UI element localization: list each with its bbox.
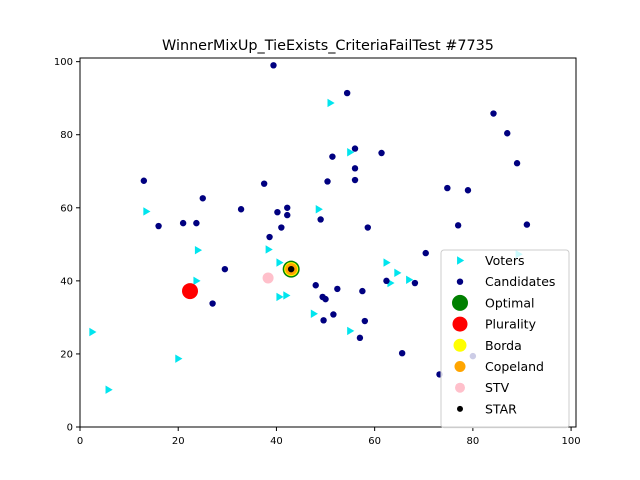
x-tick-label: 0 [77, 436, 83, 447]
candidates-point [490, 110, 497, 117]
candidates-point [513, 160, 521, 167]
candidates-point [330, 311, 337, 318]
candidates-point [199, 195, 206, 202]
candidates-point [361, 317, 369, 325]
voters-point [327, 98, 335, 108]
candidates-point [237, 206, 245, 213]
voters-point [265, 245, 273, 254]
plot-marks [89, 62, 531, 394]
x-tick-label: 60 [368, 436, 381, 447]
legend-label-copeland: Copeland [485, 359, 544, 374]
legend-box [440, 249, 570, 429]
voters-point [383, 258, 391, 267]
chart-title: WinnerMixUp_TieExists_CriteriaFailTest #… [162, 38, 494, 54]
candidates-point [284, 211, 291, 219]
candidates-point [378, 149, 385, 157]
legend-label-borda: Borda [485, 338, 522, 353]
voters-point [276, 292, 284, 302]
candidates-point [351, 165, 359, 172]
legend-marker-stv [455, 382, 465, 393]
voters-point [394, 268, 402, 278]
candidates-point [454, 222, 462, 229]
candidates-point [312, 282, 319, 289]
legend-label-voters: Voters [485, 253, 524, 268]
candidates-point [266, 233, 273, 241]
candidates-point [274, 208, 281, 216]
voters-point [89, 327, 97, 337]
legend-label-star: STAR [485, 401, 517, 416]
candidates-point [209, 300, 216, 307]
candidates-point [140, 177, 148, 184]
voters-point [175, 354, 183, 363]
candidates-point [411, 279, 419, 287]
candidates-point [193, 219, 200, 227]
candidates-point [464, 187, 472, 194]
voters-point [310, 309, 318, 318]
stv-point [262, 272, 274, 284]
candidates-point [504, 130, 511, 137]
candidates-point [364, 224, 371, 231]
voters-point [347, 148, 355, 157]
candidates-point [324, 178, 331, 185]
legend-label-stv: STV [485, 380, 510, 395]
x-tick-label: 40 [270, 436, 283, 447]
candidates-point [351, 145, 359, 152]
voters-point [194, 245, 203, 255]
y-tick-label: 80 [60, 130, 73, 141]
x-tick-label: 20 [172, 436, 185, 447]
voters-point [315, 205, 323, 214]
candidates-point [221, 265, 229, 273]
legend-label-optimal: Optimal [485, 295, 534, 310]
voters-point [347, 326, 355, 336]
star-point [287, 265, 295, 273]
candidates-point [329, 153, 336, 160]
candidates-point [422, 249, 429, 257]
candidates-point [383, 277, 390, 285]
y-tick-label: 20 [60, 349, 73, 360]
legend-label-plurality: Plurality [485, 317, 537, 332]
voters-point [276, 258, 284, 267]
candidates-point [179, 219, 187, 227]
y-tick-label: 60 [60, 203, 73, 214]
candidates-point [284, 204, 291, 211]
candidates-point [270, 62, 277, 69]
y-tick-label: 40 [60, 276, 73, 287]
legend-marker-copeland [454, 361, 466, 372]
candidates-point [334, 285, 341, 293]
voters-point [143, 207, 151, 216]
legend: Voters Candidates Optimal Plurality Borda Cop… [440, 249, 570, 429]
candidates-point [444, 184, 451, 192]
legend-marker-star [457, 405, 463, 412]
candidates-point [260, 180, 268, 187]
candidates-point [278, 224, 285, 231]
candidates-point [523, 221, 531, 228]
candidates-point [356, 334, 364, 342]
candidates-point [155, 222, 162, 230]
plurality-point [182, 283, 199, 300]
legend-marker-candidates [456, 278, 464, 285]
legend-marker-voters [457, 256, 465, 265]
legend-marker-borda [453, 338, 467, 352]
voters-point [283, 291, 291, 300]
y-tick-label: 100 [54, 57, 73, 68]
candidates-point [320, 317, 327, 324]
candidates-point [343, 89, 351, 97]
candidates-point [322, 295, 329, 303]
candidates-point [398, 350, 406, 357]
voters-point [193, 276, 201, 286]
legend-label-candidates: Candidates [485, 274, 555, 289]
legend-marker-plurality [452, 316, 468, 332]
x-tick-label: 80 [467, 436, 480, 447]
candidates-point [317, 216, 324, 223]
voters-point [105, 385, 113, 394]
voters-point [406, 275, 414, 284]
axes: 0 20 40 60 80 100 0 20 40 60 80 100 [54, 57, 581, 447]
x-tick-label: 100 [562, 436, 581, 447]
plot-frame [79, 57, 577, 428]
y-tick-label: 0 [67, 423, 73, 434]
candidates-point [359, 287, 366, 295]
candidates-point [351, 176, 359, 184]
legend-marker-optimal [452, 294, 468, 311]
